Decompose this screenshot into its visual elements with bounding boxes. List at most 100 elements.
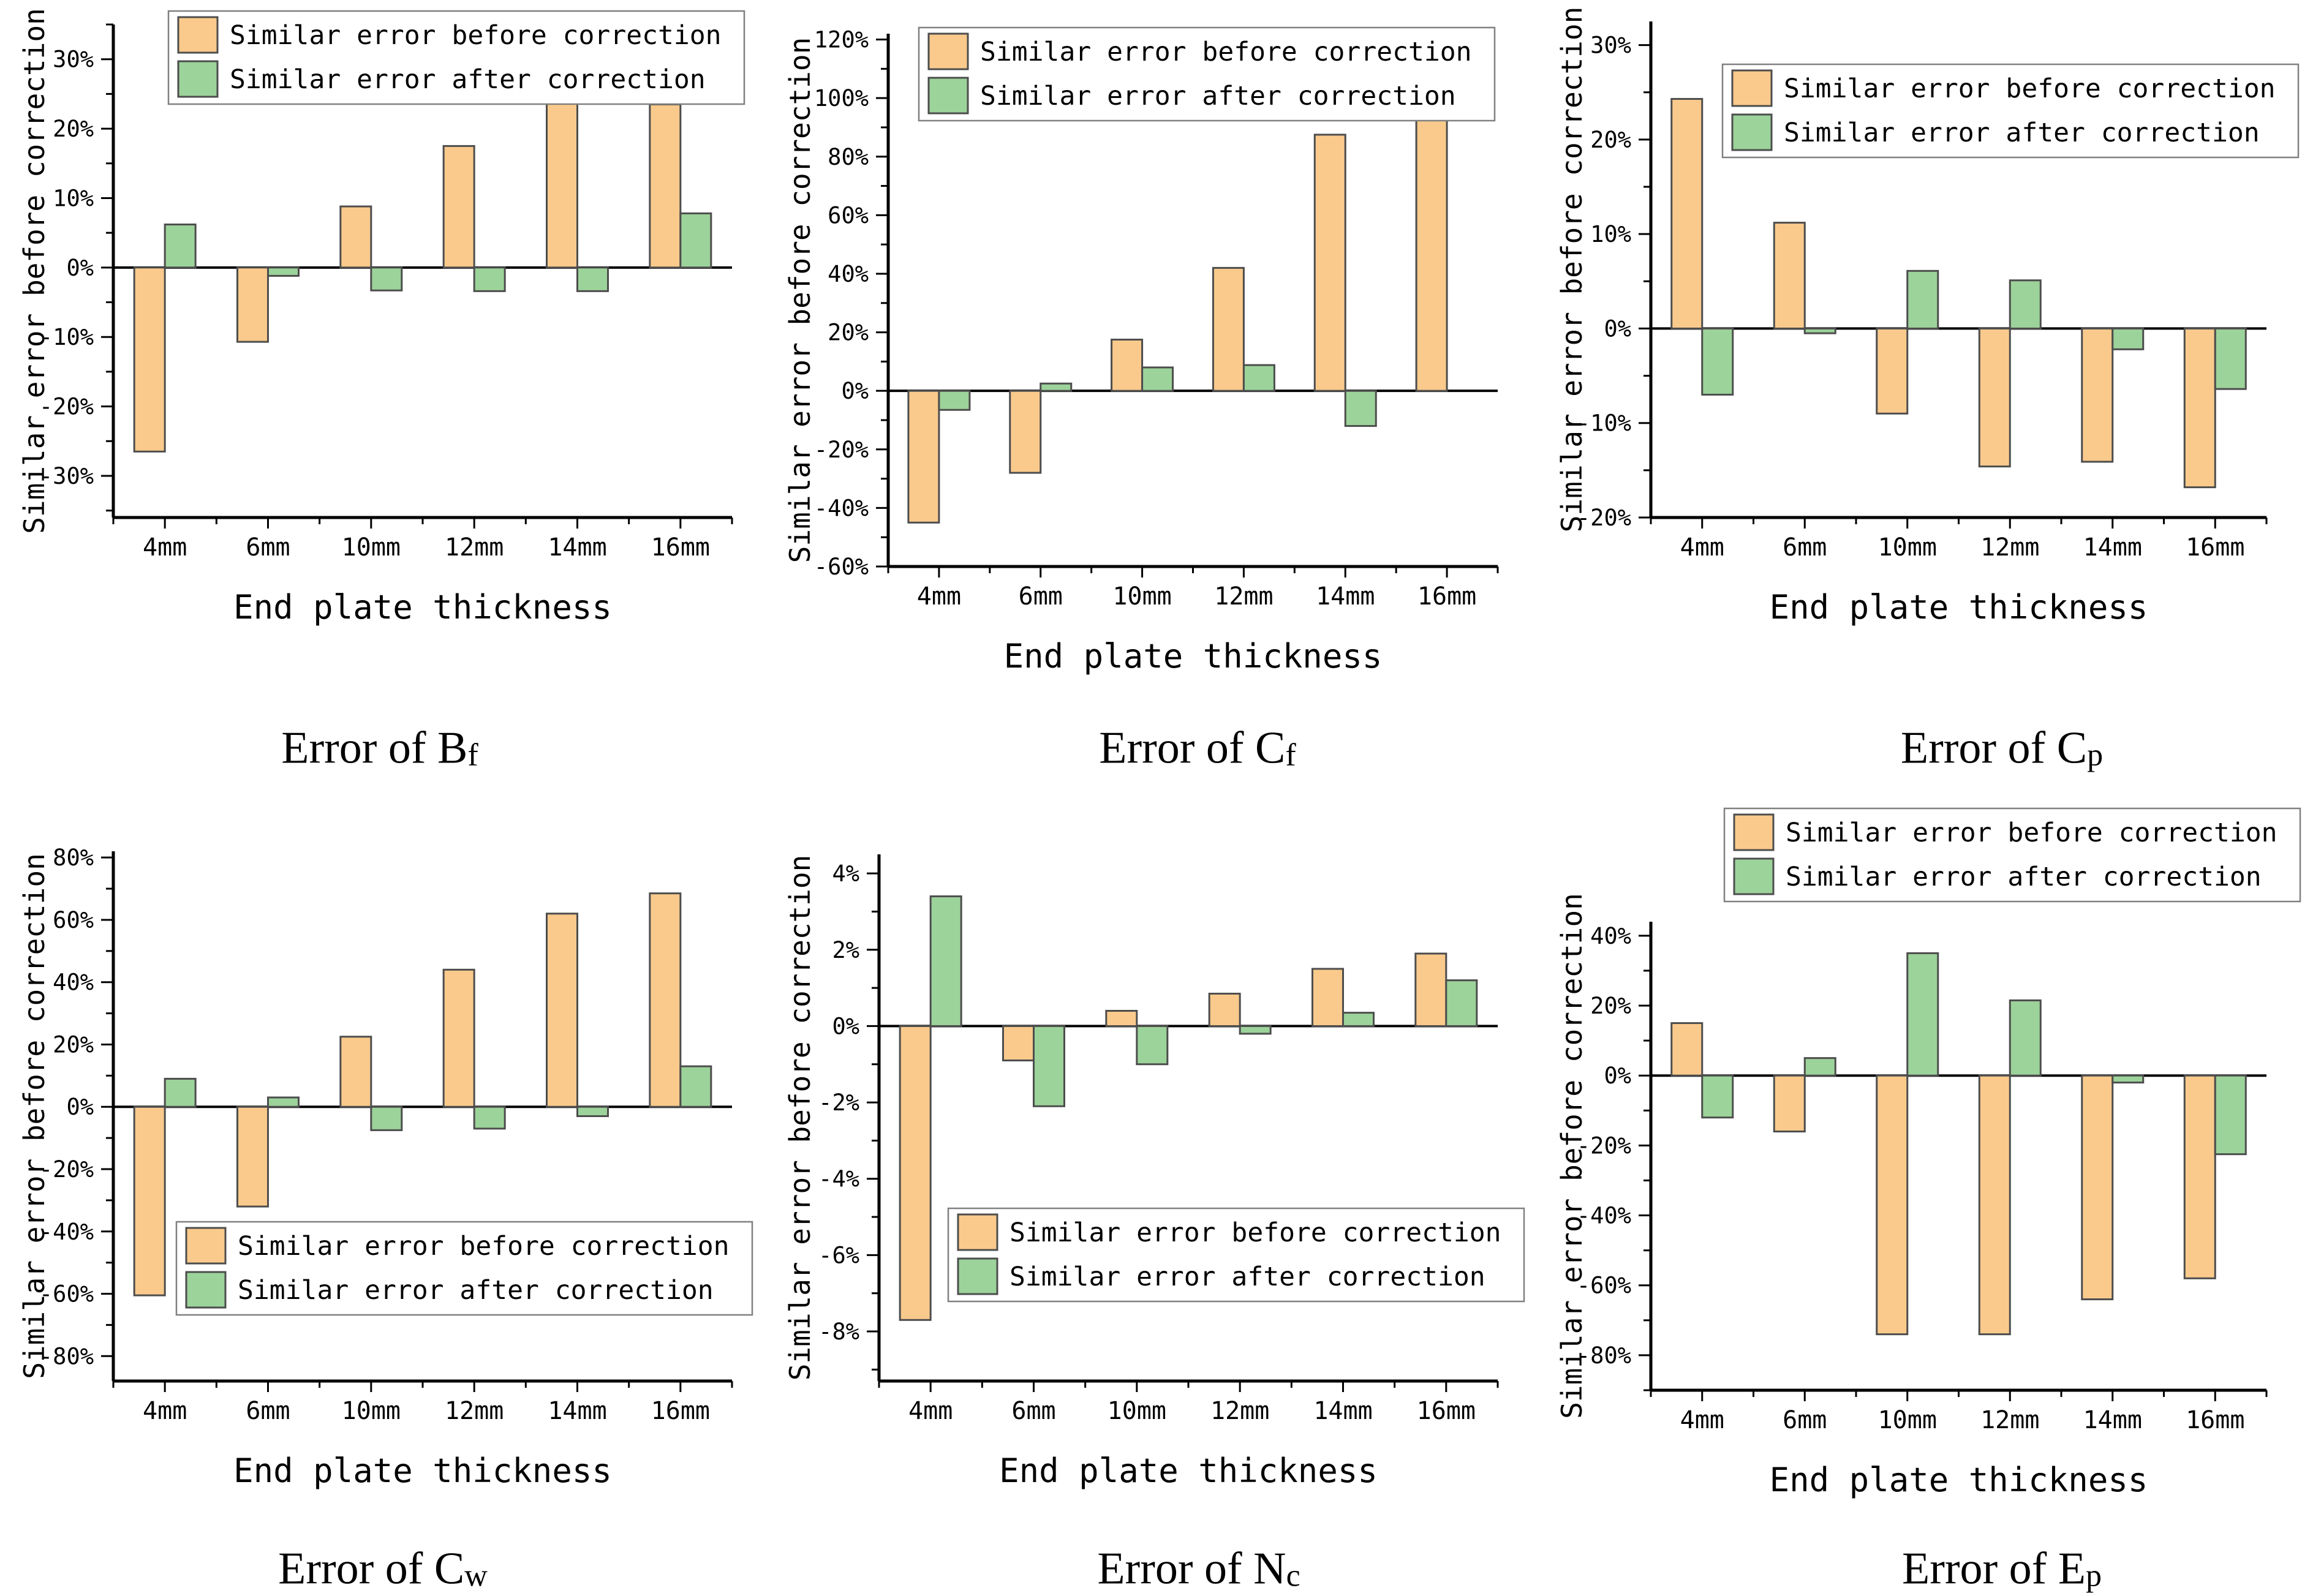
bar <box>1040 382 1073 392</box>
caption-subscript: c <box>1286 1558 1300 1594</box>
legend-label: Similar error after correction <box>1784 118 2260 148</box>
x-tick-label: 16mm <box>1417 582 1476 611</box>
bar <box>267 266 300 277</box>
legend-swatch-after <box>177 60 219 98</box>
x-axis-ticks <box>1650 1390 2268 1401</box>
y-tick-label: -60% <box>39 1281 94 1308</box>
chart-error-of-bf: -30% -20% -10% 0% 10% 20% 30% 4mm 6mm 10mm 12mm 14m… <box>12 6 760 631</box>
bar <box>442 145 475 269</box>
y-tick-label: 20% <box>1590 127 1631 153</box>
legend-swatch-before <box>957 1213 998 1251</box>
y-tick-label: -20% <box>1577 1132 1631 1159</box>
y-tick-label: -8% <box>818 1319 859 1345</box>
legend-box <box>175 1221 753 1316</box>
chart-canvas-ep: -80% -60% -40% -20% 0% 20% 40% 4mm 6mm 10mm 12mm 14… <box>1555 807 2301 1499</box>
y-axis-title: Similar error before correction <box>18 853 51 1379</box>
x-tick-label: 14mm <box>1313 1397 1372 1425</box>
bars-before-correction <box>1670 1022 2216 1336</box>
x-tick-label: 4mm <box>143 533 187 562</box>
y-tick-label: 4% <box>832 860 859 887</box>
y-tick-label: 0% <box>66 1094 94 1120</box>
y-tick-label: 20% <box>828 320 869 346</box>
x-tick-label: 12mm <box>1214 582 1273 611</box>
y-axis-labels: -8% -6% -4% -2% 0% 2% 4% <box>818 860 859 1345</box>
x-tick-label: 16mm <box>651 533 710 562</box>
bars-after-correction <box>164 212 712 292</box>
y-axis-ticks <box>101 856 113 1357</box>
bar <box>1239 1025 1272 1035</box>
y-axis-labels: -60% -40% -20% 0% 20% 40% 60% 80% 100% 120% <box>814 27 869 580</box>
y-axis-ticks <box>1639 935 1651 1391</box>
bar <box>1906 952 1939 1077</box>
y-tick-label: 80% <box>828 144 869 170</box>
y-tick-label: -60% <box>814 554 869 580</box>
y-axis-title: Similar error before correction <box>783 37 817 563</box>
bar <box>1415 94 1448 392</box>
y-axis-title: Similar error before correction <box>1555 7 1588 533</box>
legend-label: Similar error before correction <box>1786 818 2277 848</box>
x-axis-labels: 4mm 6mm 10mm 12mm 14mm 16mm <box>917 582 1476 611</box>
legend-swatch-before <box>927 32 969 70</box>
chart-canvas-nc: -8% -6% -4% -2% 0% 2% 4% 4mm 6mm 10mm 12mm 14mm 16mm… <box>783 854 1525 1490</box>
y-axis-ticks <box>101 23 113 512</box>
x-tick-label: 4mm <box>917 582 961 611</box>
chart-error-of-cw: -80% -60% -40% -20% 0% 20% 40% 60% 80% 4mm 6mm 10mm… <box>12 830 760 1504</box>
bar <box>1803 1057 1836 1077</box>
y-tick-label: -80% <box>1577 1342 1631 1369</box>
chart-error-of-cp: -20% -10% 0% 10% 20% 30% 4mm 6mm 10mm 12mm 14mm 16m… <box>1550 6 2302 631</box>
y-tick-label: 10% <box>53 185 94 211</box>
y-tick-label: 20% <box>1590 993 1631 1019</box>
bar <box>133 266 166 453</box>
bar <box>339 205 372 269</box>
x-tick-label: 16mm <box>2186 1406 2244 1434</box>
bar <box>267 1096 300 1108</box>
bar <box>2081 1074 2114 1301</box>
legend-label: Similar error before correction <box>1009 1218 1501 1248</box>
y-tick-label: -30% <box>39 463 94 489</box>
legend-swatch-after <box>1733 857 1775 895</box>
bar <box>1311 968 1344 1027</box>
x-tick-label: 10mm <box>1112 582 1171 611</box>
x-tick-label: 10mm <box>1878 533 1937 562</box>
y-tick-label: -20% <box>1577 505 1631 531</box>
bar <box>679 212 712 269</box>
x-axis-labels: 4mm 6mm 10mm 12mm 14mm 16mm <box>143 1397 710 1425</box>
legend-label: Similar error before correction <box>230 20 722 51</box>
bar <box>1670 1022 1704 1077</box>
y-tick-label: -20% <box>39 394 94 420</box>
x-tick-label: 6mm <box>1011 1397 1055 1425</box>
legend-label: Similar error after correction <box>238 1275 714 1306</box>
x-tick-label: 4mm <box>1680 533 1724 562</box>
chart-canvas-cp: -20% -10% 0% 10% 20% 30% 4mm 6mm 10mm 12mm 14mm 16m… <box>1555 7 2300 627</box>
bar <box>164 1077 197 1108</box>
bars-after-correction <box>1701 952 2247 1156</box>
y-axis-labels: -30% -20% -10% 0% 10% 20% 30% <box>39 47 94 489</box>
bar <box>1111 339 1144 392</box>
x-tick-label: 12mm <box>1210 1397 1269 1425</box>
bar <box>473 266 506 292</box>
legend: Similar error before correction Similar e… <box>167 10 745 105</box>
y-axis-labels: -80% -60% -40% -20% 0% 20% 40% 60% 80% <box>39 845 94 1369</box>
y-tick-label: 30% <box>53 47 94 73</box>
y-axis-labels: -80% -60% -40% -20% 0% 20% 40% <box>1577 923 1631 1369</box>
caption-subscript: p <box>2087 737 2104 773</box>
y-tick-label: -40% <box>39 1219 94 1245</box>
x-tick-label: 16mm <box>2186 533 2244 562</box>
y-tick-label: 40% <box>828 261 869 287</box>
bar <box>370 266 403 292</box>
bar <box>679 1065 712 1108</box>
chart-canvas-cw: -80% -60% -40% -20% 0% 20% 40% 60% 80% 4mm 6mm 10mm… <box>18 845 753 1490</box>
caption-text: Error of B <box>281 723 468 774</box>
y-tick-label: 20% <box>53 116 94 142</box>
chart-error-of-nc: -8% -6% -4% -2% 0% 2% 4% 4mm 6mm 10mm 12mm 14mm 16mm… <box>778 830 1525 1504</box>
caption-subscript: p <box>2085 1558 2102 1594</box>
y-tick-label: -40% <box>1577 1203 1631 1229</box>
bar <box>1701 1074 1734 1119</box>
bar <box>1342 1012 1375 1027</box>
caption-text: Error of C <box>278 1543 465 1594</box>
x-tick-label: 6mm <box>1019 582 1063 611</box>
bar <box>2214 327 2247 390</box>
y-tick-label: 40% <box>1590 923 1631 949</box>
bar <box>1208 992 1241 1027</box>
